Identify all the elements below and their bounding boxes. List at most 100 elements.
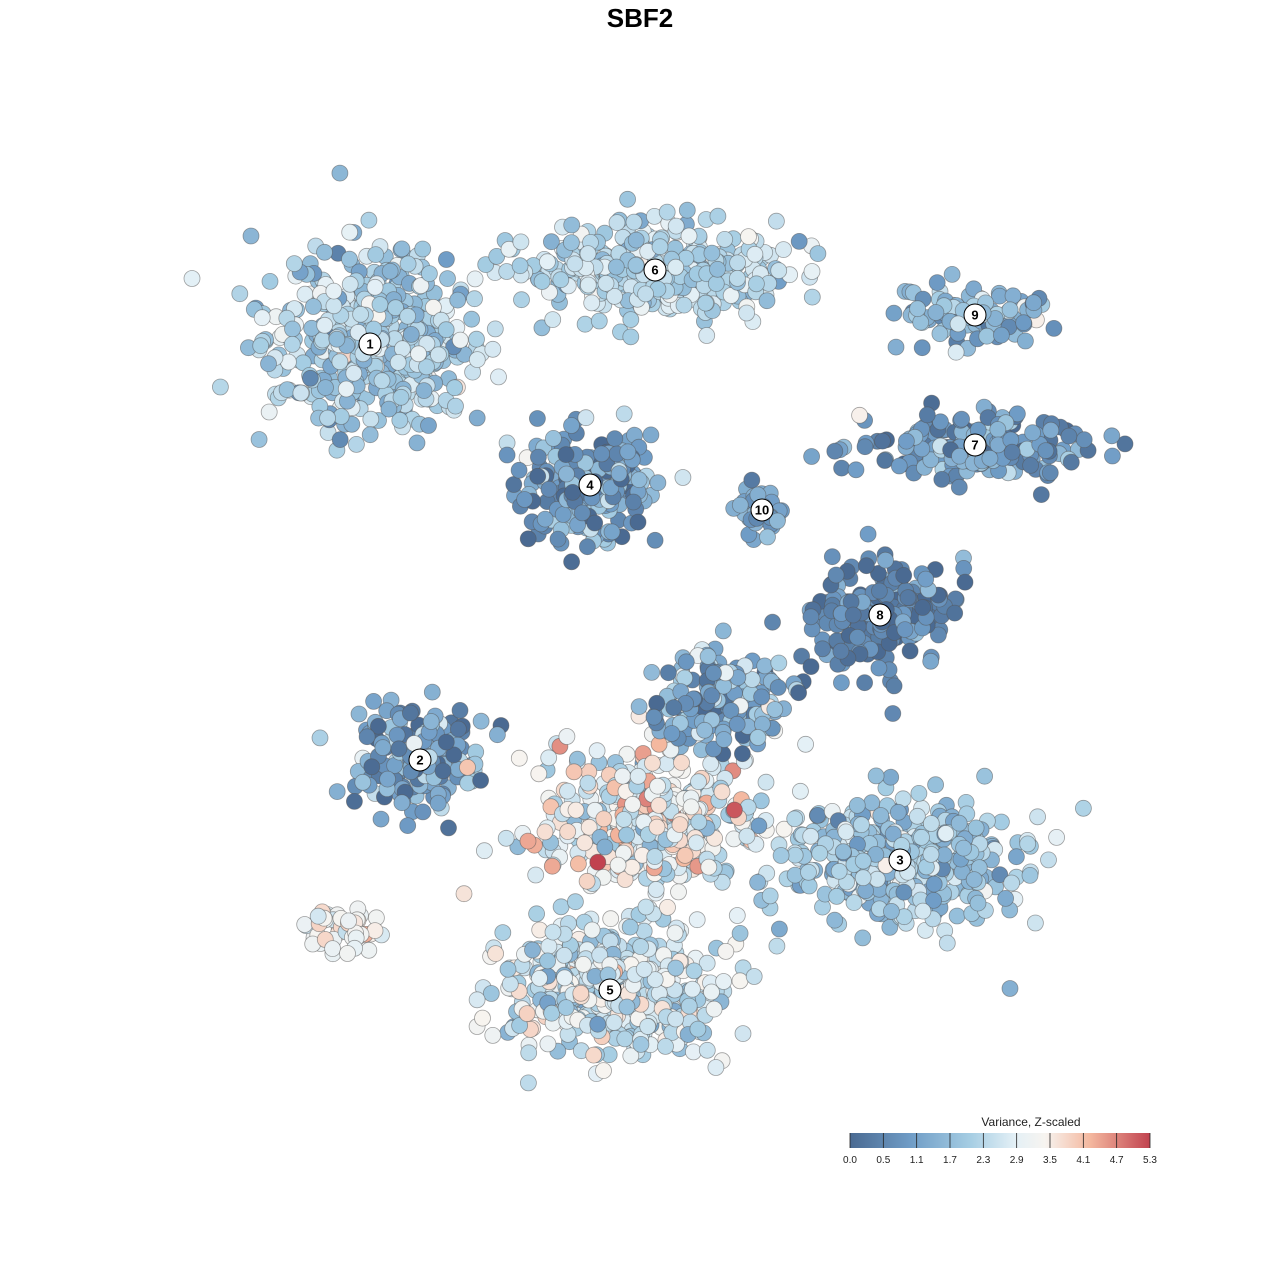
data-point bbox=[540, 937, 558, 955]
data-point bbox=[896, 621, 914, 638]
data-point bbox=[1037, 442, 1055, 460]
data-point bbox=[1027, 914, 1044, 932]
data-point bbox=[884, 825, 902, 843]
cluster-label-text: 2 bbox=[416, 753, 423, 768]
data-point bbox=[684, 980, 701, 998]
legend-tick-label: 2.3 bbox=[976, 1155, 990, 1166]
data-point bbox=[340, 912, 358, 930]
data-point bbox=[590, 312, 608, 330]
data-point bbox=[423, 683, 441, 701]
data-point bbox=[749, 729, 767, 746]
data-point bbox=[769, 512, 786, 530]
data-point bbox=[703, 983, 720, 1001]
data-point bbox=[667, 1010, 684, 1028]
data-point bbox=[565, 763, 583, 781]
data-point bbox=[826, 442, 844, 460]
data-point bbox=[619, 443, 637, 461]
data-point bbox=[540, 749, 558, 767]
data-point bbox=[510, 749, 528, 767]
data-point bbox=[660, 664, 677, 682]
data-point bbox=[606, 430, 624, 448]
data-point bbox=[345, 793, 363, 810]
data-point bbox=[1116, 435, 1134, 453]
data-point bbox=[947, 343, 965, 361]
data-point bbox=[539, 253, 556, 271]
data-point bbox=[967, 819, 985, 837]
data-point bbox=[445, 746, 463, 764]
data-point bbox=[885, 677, 903, 695]
data-point bbox=[347, 435, 365, 453]
data-point bbox=[946, 604, 964, 622]
data-point bbox=[949, 315, 967, 333]
cluster-label-10: 10 bbox=[750, 498, 774, 522]
data-point bbox=[809, 245, 827, 263]
data-point bbox=[707, 275, 725, 293]
data-point bbox=[415, 382, 433, 400]
data-point bbox=[753, 688, 770, 706]
data-point bbox=[597, 274, 615, 292]
data-point bbox=[622, 311, 640, 329]
data-point bbox=[803, 288, 821, 306]
data-point bbox=[928, 274, 946, 292]
data-point bbox=[955, 839, 972, 857]
data-point bbox=[943, 265, 961, 283]
data-point bbox=[802, 827, 820, 845]
data-point bbox=[649, 474, 667, 492]
data-point bbox=[667, 959, 685, 977]
data-point bbox=[749, 874, 766, 891]
data-point bbox=[545, 429, 562, 447]
data-point bbox=[918, 406, 936, 424]
data-point bbox=[823, 548, 841, 566]
data-point bbox=[703, 687, 721, 704]
legend-tick-label: 4.1 bbox=[1076, 1155, 1090, 1166]
data-point bbox=[627, 256, 645, 274]
data-point bbox=[895, 883, 913, 901]
data-point bbox=[1025, 294, 1043, 312]
data-point bbox=[853, 816, 870, 834]
data-point bbox=[981, 449, 999, 467]
data-point bbox=[738, 304, 755, 322]
data-point bbox=[648, 818, 666, 836]
data-point bbox=[874, 432, 891, 450]
data-point bbox=[623, 858, 641, 876]
data-point bbox=[487, 945, 505, 962]
data-point bbox=[887, 338, 905, 356]
data-point bbox=[997, 890, 1014, 907]
cluster-label-8: 8 bbox=[868, 603, 892, 627]
data-point bbox=[472, 772, 490, 789]
data-point bbox=[927, 304, 945, 321]
data-point bbox=[520, 1074, 537, 1092]
data-point bbox=[316, 243, 333, 261]
data-point bbox=[527, 866, 545, 884]
data-point bbox=[856, 674, 873, 692]
data-point bbox=[519, 530, 537, 548]
data-point bbox=[595, 1062, 612, 1079]
data-point bbox=[914, 599, 931, 616]
data-point bbox=[663, 725, 681, 742]
data-point bbox=[602, 910, 620, 928]
data-point bbox=[674, 469, 692, 486]
data-point bbox=[341, 275, 359, 293]
data-point bbox=[350, 705, 368, 723]
data-point bbox=[608, 214, 626, 232]
data-point bbox=[991, 866, 1009, 884]
data-point bbox=[301, 369, 319, 387]
cluster-label-2: 2 bbox=[408, 748, 432, 772]
data-point bbox=[931, 325, 949, 343]
data-point bbox=[646, 971, 664, 988]
data-point bbox=[529, 467, 547, 485]
data-point bbox=[576, 315, 594, 333]
data-point bbox=[520, 1044, 538, 1062]
data-point bbox=[414, 240, 432, 258]
data-point bbox=[746, 245, 764, 263]
data-point bbox=[616, 1030, 634, 1048]
data-point bbox=[1008, 848, 1025, 866]
data-point bbox=[1004, 287, 1022, 305]
data-point bbox=[677, 653, 695, 671]
data-point bbox=[666, 924, 684, 942]
data-point bbox=[932, 413, 949, 431]
cluster-label-marker bbox=[868, 603, 892, 627]
data-point bbox=[490, 368, 507, 386]
data-point bbox=[379, 770, 397, 788]
data-point bbox=[372, 810, 390, 828]
